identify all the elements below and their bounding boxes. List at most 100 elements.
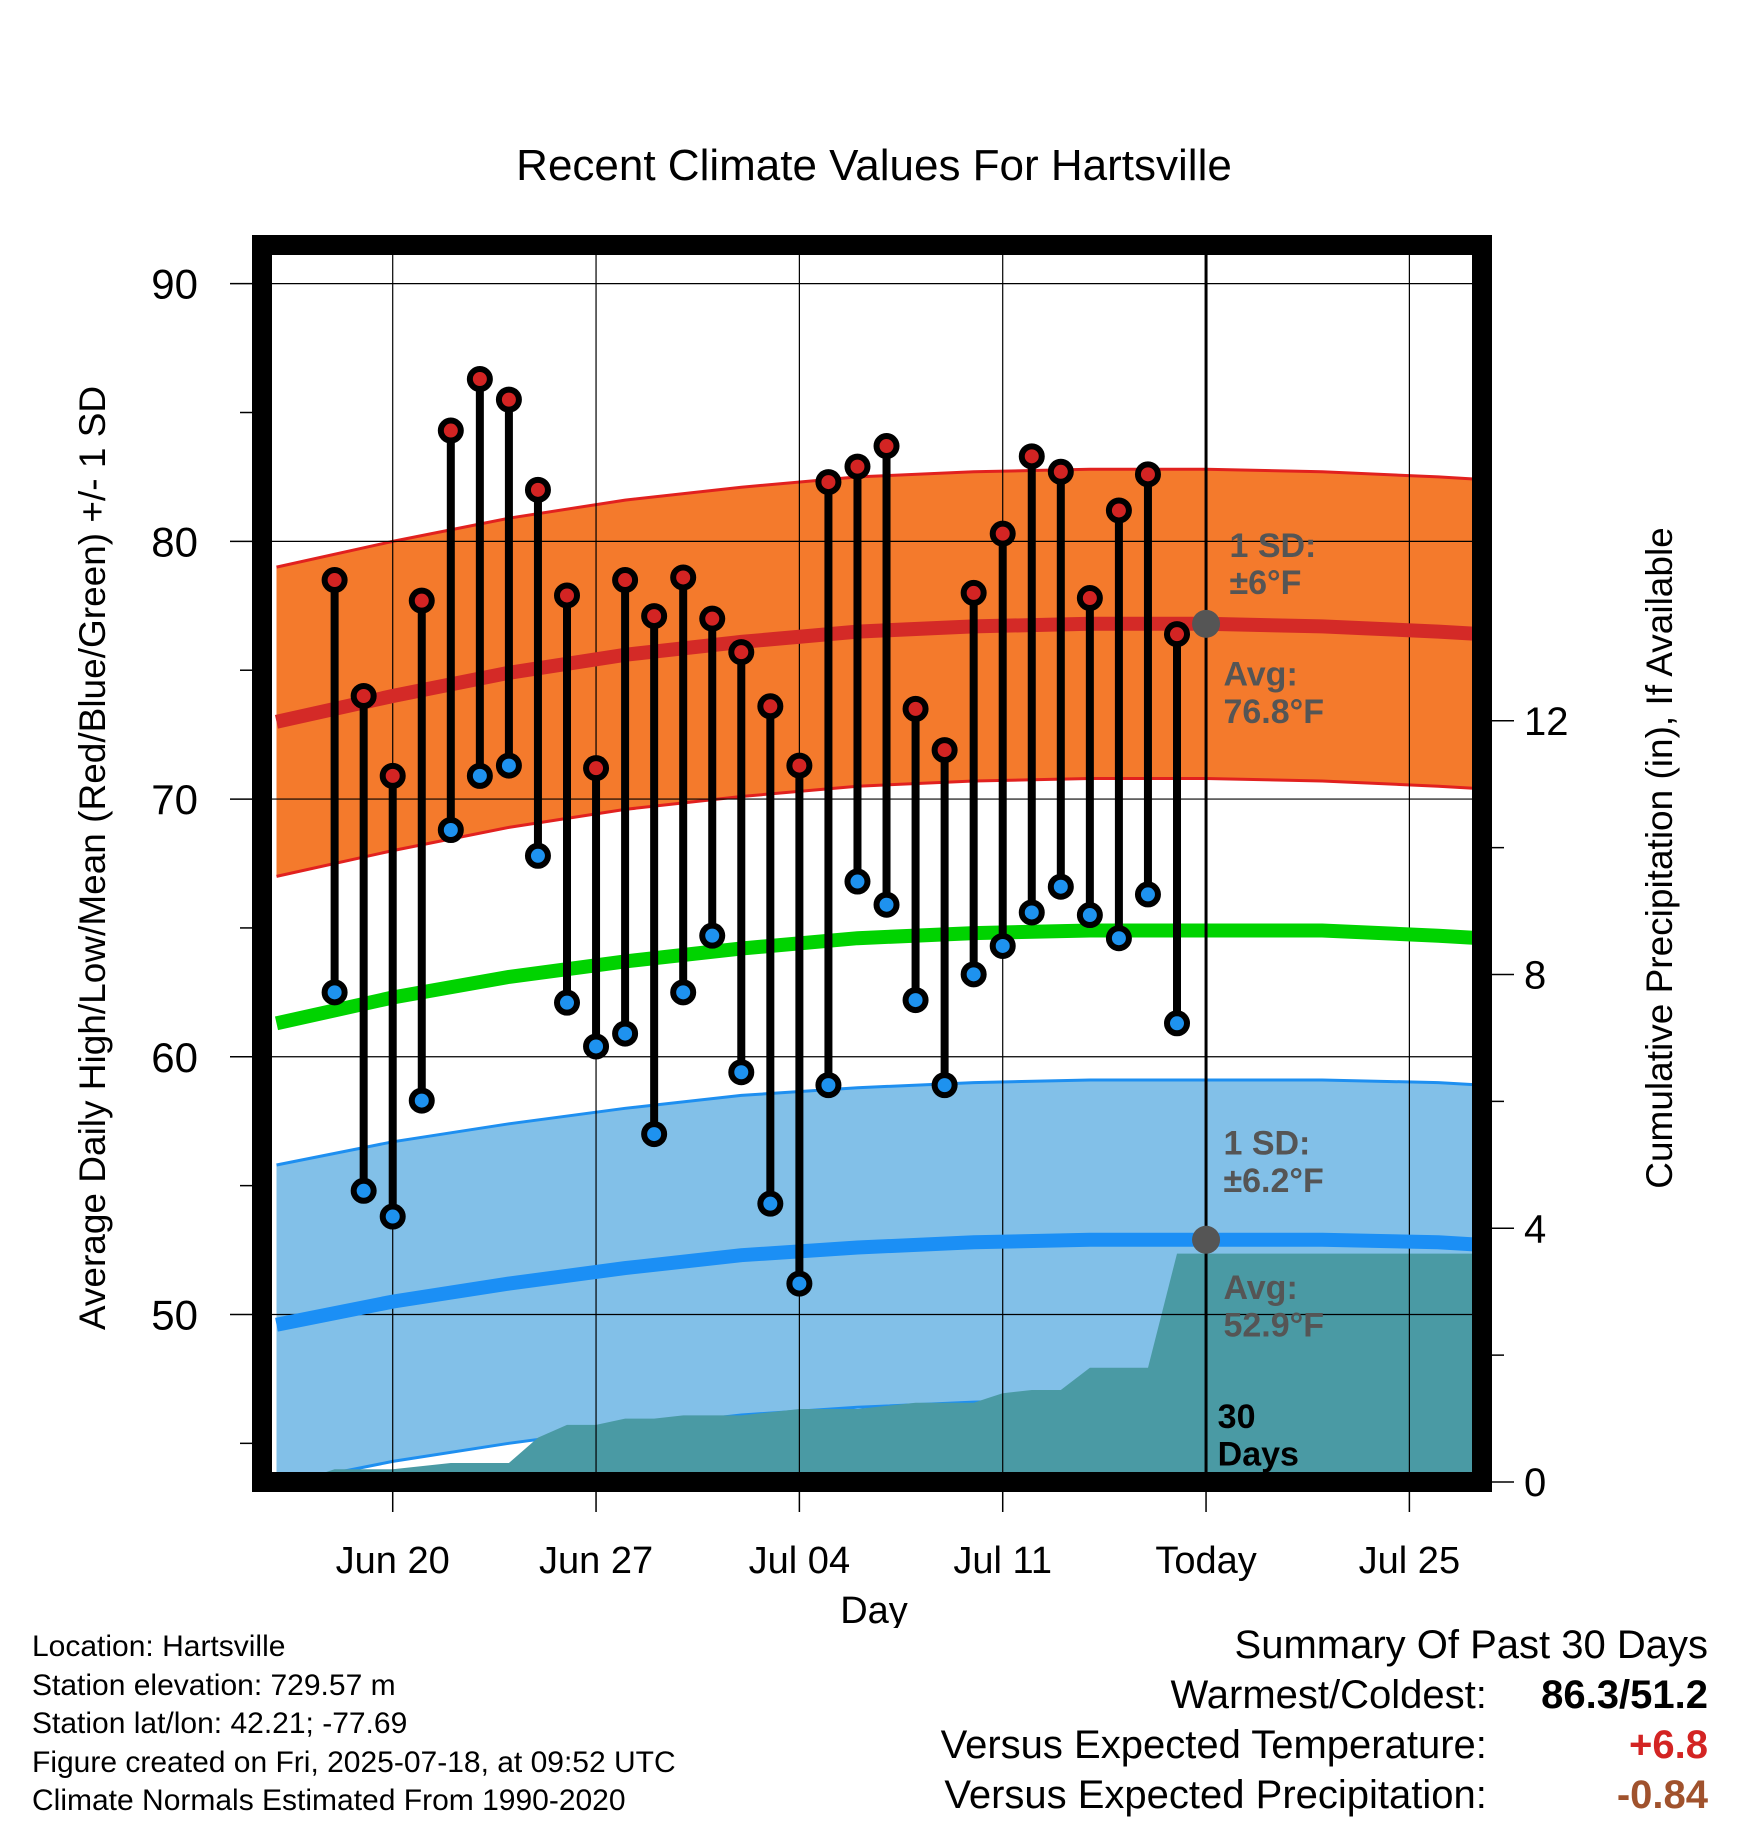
latlon-text: Station lat/lon: 42.21; -77.69: [32, 1707, 408, 1740]
daily-high-point-25: [1018, 443, 1045, 470]
daily-low-point-20: [873, 891, 900, 918]
warm-cold-value: 86.3/51.2: [1541, 1673, 1708, 1717]
today-high-avg-marker: [1192, 609, 1221, 638]
climate-chart: Recent Climate Values For Hartsville 1 S…: [72, 141, 1680, 1628]
y-axis-label: Average Daily High/Low/Mean (Red/Blue/Gr…: [72, 386, 113, 1330]
daily-high-point-22: [931, 737, 958, 764]
daily-high-point-18: [815, 469, 842, 496]
daily-low-point-13: [670, 979, 697, 1006]
daily-high-point-2: [350, 682, 377, 709]
daily-low-point-19: [844, 868, 871, 895]
x-tick-label--7: Jul 11: [953, 1540, 1052, 1582]
precip-label: Versus Expected Precipitation:: [944, 1773, 1487, 1817]
daily-high-point-12: [641, 603, 668, 630]
daily-high-point-20: [873, 433, 900, 460]
high-avg-annotation: Avg: 76.8°F: [1223, 656, 1324, 731]
x-tick-label-0: Today: [1155, 1540, 1256, 1582]
low-avg-annotation-line-1: Avg:: [1223, 1269, 1297, 1307]
days-annotation-line-1: 30: [1218, 1398, 1256, 1436]
high-band-upper-edge: [276, 467, 1482, 569]
daily-low-point-21: [902, 987, 929, 1014]
daily-low-point-3: [379, 1203, 406, 1230]
daily-low-point-11: [612, 1020, 639, 1047]
daily-high-point-27: [1076, 585, 1103, 612]
daily-low-point-18: [815, 1072, 842, 1099]
daily-high-point-24: [989, 520, 1016, 547]
daily-low-point-12: [641, 1121, 668, 1148]
normals-text: Climate Normals Estimated From 1990-2020: [32, 1784, 626, 1817]
daily-low-point-5: [437, 816, 464, 843]
summary-precip: Versus Expected Precipitation: -0.84: [941, 1770, 1708, 1820]
today-low-avg-marker: [1192, 1225, 1221, 1254]
daily-low-point-30: [1164, 1010, 1190, 1037]
daily-high-point-11: [612, 567, 639, 594]
daily-high-point-8: [524, 476, 551, 503]
daily-high-point-9: [554, 582, 580, 609]
daily-low-point-14: [699, 922, 726, 949]
high-avg-annotation-line-1: Avg:: [1223, 656, 1297, 694]
summary-warm-cold: Warmest/Coldest: 86.3/51.2: [941, 1670, 1709, 1720]
daily-high-point-23: [960, 579, 987, 606]
daily-high-point-29: [1134, 461, 1161, 488]
y2-tick-label-8: 8: [1524, 954, 1546, 998]
normal-high-line: [274, 616, 1482, 729]
daily-low-point-10: [583, 1033, 610, 1060]
daily-low-point-17: [786, 1270, 813, 1297]
x-axis-label: Day: [840, 1590, 908, 1628]
y2-tick-label-4: 4: [1524, 1207, 1546, 1251]
daily-high-point-10: [583, 755, 610, 782]
precipitation-area: [276, 1253, 1482, 1482]
normal-mean-line: [274, 923, 1482, 1031]
daily-high-point-3: [379, 762, 406, 789]
y2-axis-label: Cumulative Precipitation (in), If Availa…: [1639, 527, 1680, 1189]
high-sd-annotation: 1 SD: ±6°F: [1229, 527, 1316, 602]
daily-low-point-8: [524, 842, 551, 869]
summary-panel: Summary Of Past 30 Days Warmest/Coldest:…: [941, 1620, 1708, 1820]
daily-high-point-30: [1164, 621, 1190, 648]
daily-low-point-23: [960, 961, 987, 988]
location-text: Location: Hartsville: [32, 1630, 286, 1663]
high-avg-annotation-line-2: 76.8°F: [1223, 693, 1324, 731]
chart-title: Recent Climate Values For Hartsville: [516, 141, 1232, 190]
high-sd-annotation-line-1: 1 SD:: [1229, 527, 1316, 565]
daily-high-point-26: [1047, 458, 1074, 485]
daily-high-point-4: [408, 587, 435, 614]
daily-high-point-1: [321, 567, 348, 594]
days-annotation-line-2: Days: [1218, 1435, 1299, 1473]
daily-low-point-25: [1018, 899, 1045, 926]
y-tick-label-50: 50: [151, 1291, 198, 1338]
y-tick-label-90: 90: [151, 261, 198, 308]
summary-title: Summary Of Past 30 Days: [1234, 1623, 1708, 1667]
low-avg-annotation-line-2: 52.9°F: [1223, 1306, 1324, 1344]
daily-high-point-7: [495, 386, 522, 413]
x-tick-label--21: Jun 27: [539, 1540, 653, 1582]
daily-low-point-15: [728, 1059, 755, 1086]
y-tick-label-80: 80: [151, 518, 198, 565]
elevation-text: Station elevation: 729.57 m: [32, 1668, 396, 1702]
station-info: Location: Hartsville Station elevation: …: [32, 1628, 676, 1821]
daily-high-point-19: [844, 453, 871, 480]
daily-low-point-28: [1105, 925, 1132, 952]
daily-high-point-6: [466, 366, 493, 393]
warm-cold-label: Warmest/Coldest:: [1170, 1673, 1487, 1717]
x-tick-label--14: Jul 04: [749, 1540, 850, 1582]
daily-high-point-5: [437, 417, 464, 444]
daily-low-point-7: [495, 752, 522, 779]
plot-frame: [252, 235, 1492, 1492]
y2-tick-label-0: 0: [1524, 1461, 1546, 1505]
daily-low-point-6: [466, 762, 493, 789]
low-sd-annotation-line-2: ±6.2°F: [1223, 1162, 1323, 1200]
daily-low-point-4: [408, 1087, 435, 1114]
daily-low-point-9: [554, 989, 580, 1016]
y2-tick-label-12: 12: [1524, 700, 1569, 744]
precip-value: -0.84: [1616, 1773, 1708, 1817]
low-band-upper-edge: [276, 1078, 1482, 1167]
y-tick-label-60: 60: [151, 1034, 198, 1081]
low-sd-annotation-line-1: 1 SD:: [1223, 1125, 1310, 1163]
daily-low-point-27: [1076, 902, 1103, 929]
daily-low-point-22: [931, 1072, 958, 1099]
daily-high-point-15: [728, 639, 755, 666]
daily-low-point-26: [1047, 873, 1074, 900]
days-annotation: 30 Days: [1218, 1398, 1299, 1473]
